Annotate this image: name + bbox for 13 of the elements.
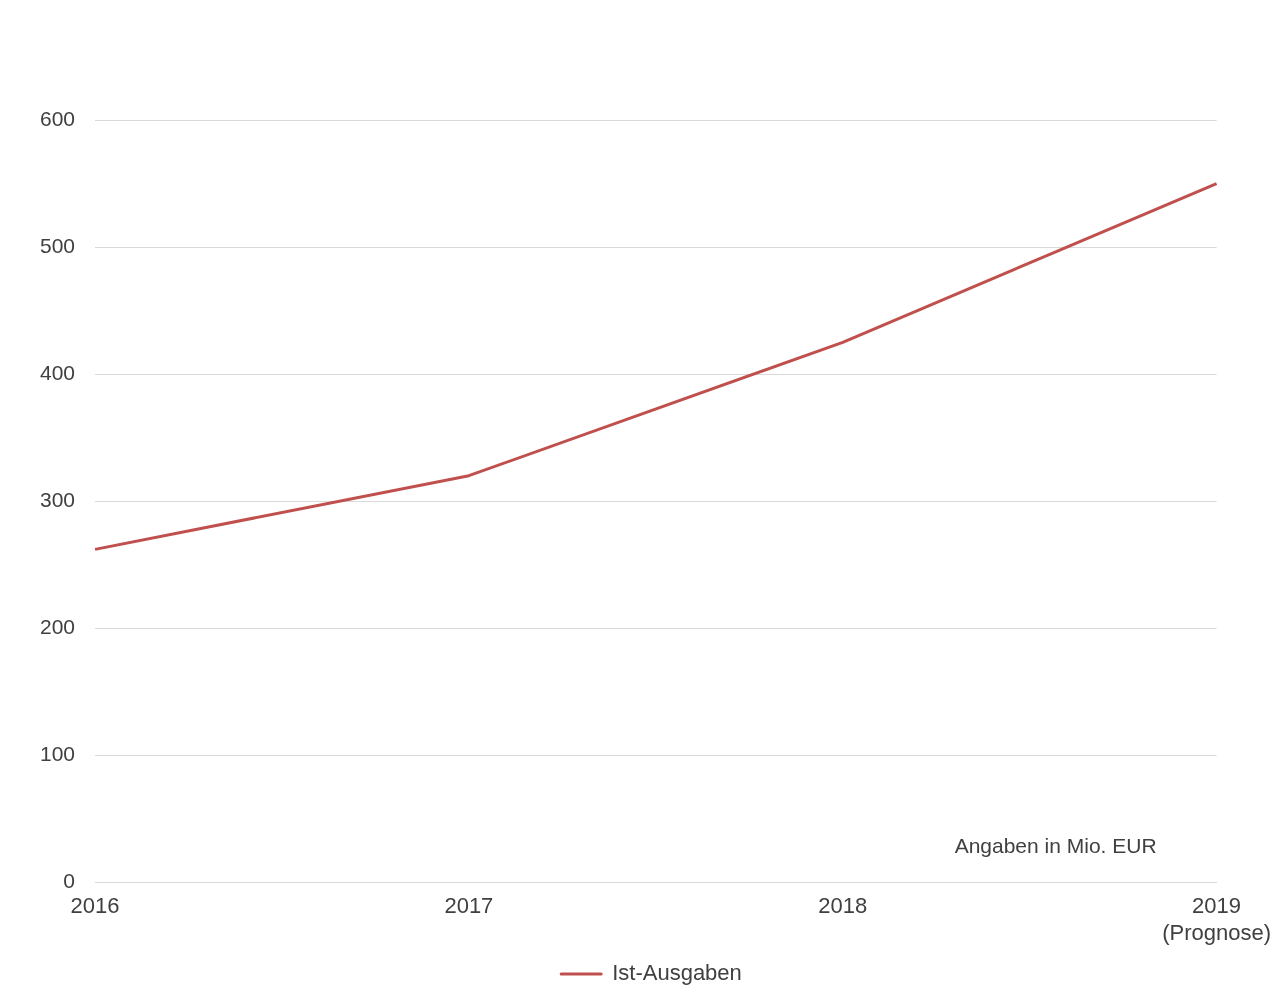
annotation: Angaben in Mio. EUR — [954, 834, 1157, 858]
x-tick-label: 2019 (Prognose) — [1162, 893, 1272, 945]
x-tick-label: 2016 — [70, 893, 120, 919]
y-tick-label: 500 — [39, 233, 76, 257]
y-tick-label: 300 — [39, 487, 76, 511]
y-tick-label: 100 — [39, 741, 76, 765]
x-tick-label: 2017 — [444, 893, 494, 919]
x-tick-label: 2018 — [818, 893, 868, 919]
y-tick-label: 600 — [39, 106, 76, 130]
y-tick-label: 400 — [39, 360, 76, 384]
y-tick-label: 0 — [63, 869, 76, 892]
legend-label: Ist-Ausgaben — [612, 960, 742, 986]
y-tick-label: 200 — [39, 614, 76, 638]
